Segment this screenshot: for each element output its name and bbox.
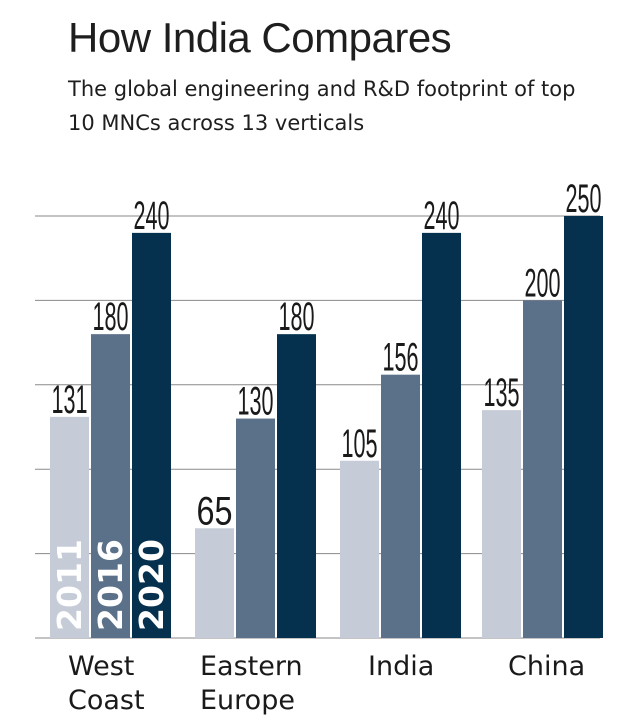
bar-2011-0: [50, 416, 89, 638]
legend: 2011 2016 2020: [50, 539, 171, 631]
value-label-2016-2: 156: [383, 336, 419, 380]
category-label-1-0: Eastern: [200, 651, 303, 682]
bar-2016-1: [236, 418, 275, 638]
category-label-3-0: China: [508, 651, 585, 682]
value-label-2011-2: 105: [342, 422, 378, 466]
legend-label-2016: 2016: [91, 539, 130, 631]
value-label-2011-0: 131: [52, 378, 88, 422]
legend-label-2020: 2020: [132, 539, 171, 631]
value-label-2016-0: 180: [93, 295, 129, 339]
bar-2016-2: [381, 374, 420, 638]
value-label-2011-3: 135: [484, 371, 520, 415]
bar-2011-3: [482, 410, 521, 638]
bar-2011-2: [340, 460, 379, 638]
bar-2020-0: [132, 232, 171, 638]
bar-2016-3: [523, 300, 562, 638]
bar-2016-0: [91, 334, 130, 638]
chart-subtitle: The global engineering and R&D footprint…: [68, 77, 576, 135]
bars: [50, 216, 603, 638]
value-label-2016-3: 200: [525, 261, 561, 305]
bar-2011-1: [195, 528, 234, 638]
category-label-0-0: West: [68, 651, 134, 682]
legend-label-2011: 2011: [50, 539, 89, 631]
category-label-2-0: India: [368, 651, 434, 682]
value-label-2020-1: 180: [279, 295, 315, 339]
bar-2020-1: [277, 334, 316, 638]
value-labels: 131 180 240 65 130 180 105 156 240 135 200 250: [52, 177, 602, 533]
bar-2020-3: [564, 216, 603, 638]
category-label-0-1: Coast: [68, 685, 145, 716]
value-label-2020-3: 250: [566, 177, 602, 221]
bar-2020-2: [422, 232, 461, 638]
category-label-1-1: Europe: [200, 685, 295, 716]
value-label-2020-2: 240: [424, 194, 460, 238]
value-label-2016-1: 130: [238, 380, 274, 424]
chart-title: How India Compares: [68, 14, 452, 61]
value-label-2011-1: 65: [197, 489, 233, 533]
value-label-2020-0: 240: [134, 194, 170, 238]
